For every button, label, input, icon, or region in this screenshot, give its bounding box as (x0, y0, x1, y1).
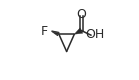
Text: OH: OH (86, 28, 105, 41)
Text: F: F (41, 25, 48, 38)
Polygon shape (74, 28, 83, 34)
Text: O: O (76, 8, 86, 21)
